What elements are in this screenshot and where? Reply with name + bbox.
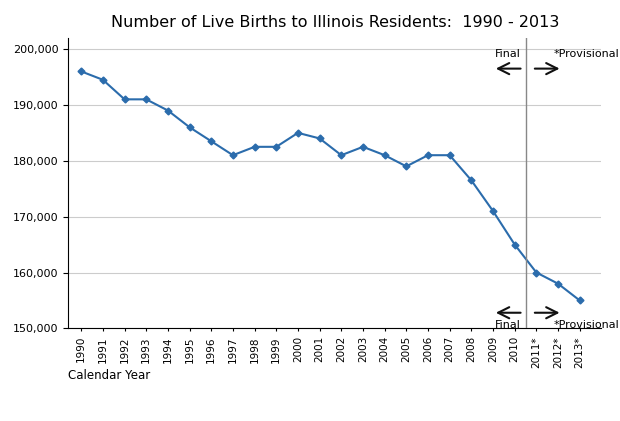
Text: *Provisional: *Provisional [554,49,619,59]
Text: *Provisional: *Provisional [554,320,619,330]
Title: Number of Live Births to Illinois Residents:  1990 - 2013: Number of Live Births to Illinois Reside… [110,15,559,30]
X-axis label: Calendar Year: Calendar Year [68,369,151,382]
Text: Final: Final [495,49,521,59]
Text: Final: Final [495,320,521,330]
